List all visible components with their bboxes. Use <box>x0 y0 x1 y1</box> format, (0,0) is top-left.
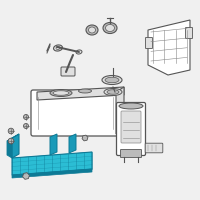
Ellipse shape <box>76 50 82 54</box>
FancyBboxPatch shape <box>31 90 118 136</box>
Polygon shape <box>7 134 19 141</box>
Circle shape <box>8 128 14 134</box>
Ellipse shape <box>104 88 122 96</box>
FancyBboxPatch shape <box>116 102 146 156</box>
Ellipse shape <box>78 89 92 93</box>
Ellipse shape <box>86 25 98 35</box>
Ellipse shape <box>106 24 114 31</box>
Polygon shape <box>12 169 92 178</box>
Ellipse shape <box>107 90 119 94</box>
FancyBboxPatch shape <box>146 38 153 48</box>
Ellipse shape <box>50 90 72 97</box>
FancyBboxPatch shape <box>121 111 141 143</box>
Ellipse shape <box>88 27 96 33</box>
Polygon shape <box>148 20 190 75</box>
Polygon shape <box>12 134 19 158</box>
Circle shape <box>24 114 29 119</box>
Polygon shape <box>37 87 124 100</box>
Polygon shape <box>116 87 124 134</box>
Polygon shape <box>12 152 92 175</box>
Circle shape <box>8 138 14 144</box>
FancyBboxPatch shape <box>145 143 163 153</box>
Ellipse shape <box>54 45 62 51</box>
FancyBboxPatch shape <box>61 67 75 76</box>
FancyBboxPatch shape <box>186 27 192 38</box>
Ellipse shape <box>56 46 60 50</box>
Polygon shape <box>7 138 12 158</box>
Ellipse shape <box>105 77 119 83</box>
Ellipse shape <box>119 103 143 109</box>
Ellipse shape <box>102 75 122 84</box>
Circle shape <box>24 123 29 129</box>
Ellipse shape <box>103 22 117 33</box>
Ellipse shape <box>53 91 69 95</box>
Polygon shape <box>69 134 76 153</box>
FancyBboxPatch shape <box>120 150 142 158</box>
Polygon shape <box>50 134 57 155</box>
